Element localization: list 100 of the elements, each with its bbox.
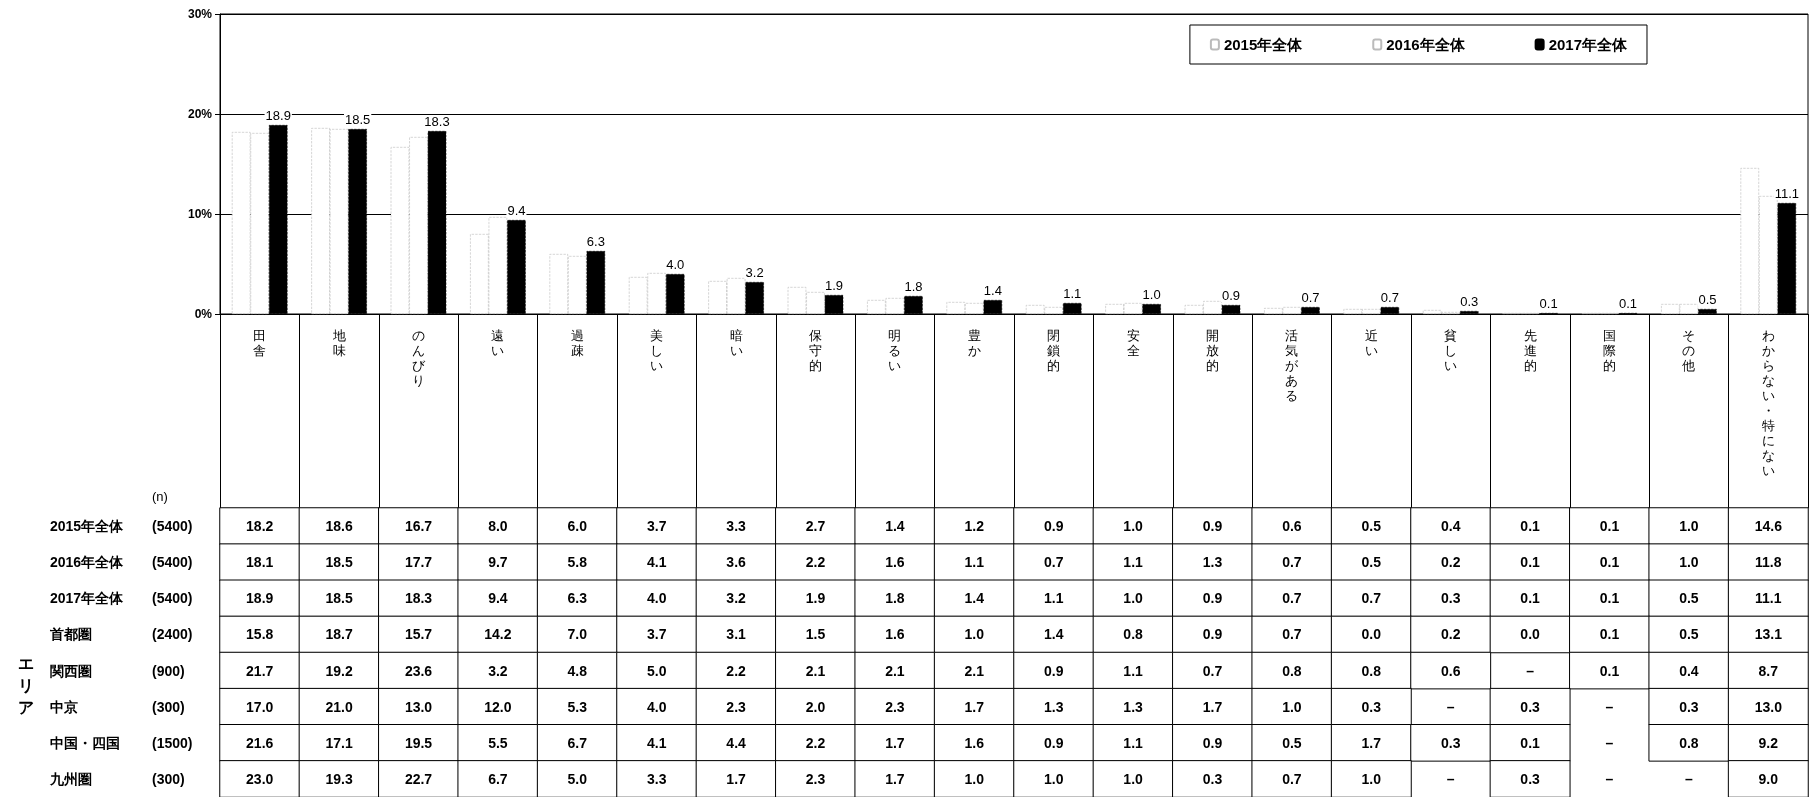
x-tick-label: 活気がある	[1285, 328, 1300, 403]
data-label: 19.2	[325, 662, 353, 679]
data-label: 19.5	[404, 734, 433, 751]
data-label: 23.6	[404, 662, 433, 679]
y-tick-label: 2016年全体	[50, 554, 125, 571]
data-label: 0.6	[1282, 518, 1302, 535]
data-label: 2.1	[805, 662, 826, 679]
data-label: 5.8	[567, 554, 588, 571]
data-label: 0.3	[1440, 734, 1461, 751]
text: –	[1685, 770, 1693, 787]
data-label: 6.0	[567, 518, 588, 535]
y2-tick-label: (900)	[152, 662, 185, 679]
data-label: 3.3	[726, 518, 747, 535]
data-label: 0.8	[1679, 734, 1699, 751]
y2-tick-label: (2400)	[152, 626, 193, 643]
data-label: 0.3	[1520, 770, 1541, 787]
data-label: 1.1	[1123, 662, 1144, 679]
data-label: 0.1	[1520, 590, 1541, 607]
data-label: 2.7	[805, 518, 826, 535]
data-label: 0.7	[1301, 290, 1320, 305]
data-label: 1.0	[1361, 770, 1382, 787]
data-label: 0.9	[1202, 734, 1223, 751]
data-label: 0.3	[1361, 698, 1382, 715]
data-label: 11.8	[1755, 554, 1782, 571]
data-label: 2.2	[726, 662, 747, 679]
data-label: 18.2	[246, 518, 274, 535]
category-label: わからない・特にない	[1761, 328, 1775, 478]
data-label: 0.8	[1282, 662, 1302, 679]
data-label: 1.2	[964, 518, 985, 535]
data-label: 0.0	[1520, 626, 1541, 643]
data-label: 13.1	[1754, 626, 1783, 643]
y-tick-label: 2017年全体	[50, 590, 125, 607]
data-label: 8.7	[1758, 662, 1779, 679]
data-label: 0.3	[1440, 590, 1461, 607]
data-label: 0.2	[1440, 626, 1461, 643]
data-label: 1.3	[1202, 554, 1223, 571]
data-label: 4.0	[666, 257, 685, 272]
data-label: 1.0	[1679, 518, 1699, 535]
data-label: 0.5	[1282, 734, 1302, 751]
data-label: 17.7	[404, 554, 433, 571]
data-label: 6.7	[488, 770, 508, 787]
data-label: 21.0	[325, 698, 353, 715]
y-tick-label: 中京	[50, 698, 78, 715]
data-label: 18.3	[424, 114, 450, 129]
data-label: 0.1	[1618, 296, 1638, 311]
data-label: 6.3	[586, 234, 605, 249]
data-label: 9.2	[1758, 734, 1779, 751]
y-tick-label: 30%	[187, 7, 213, 21]
data-label: 2.3	[805, 770, 826, 787]
data-label: 1.7	[885, 734, 905, 751]
data-label: 1.6	[885, 626, 905, 643]
x-tick-label: 田舎	[253, 328, 267, 358]
data-label: 1.3	[1123, 698, 1144, 715]
data-label: 1.0	[1679, 554, 1699, 571]
data-label: 15.7	[404, 626, 433, 643]
x-tick-label: 明るい	[888, 328, 902, 373]
x-tick-label: 開放的	[1206, 328, 1219, 373]
data-label: 1.6	[964, 734, 985, 751]
data-label: 22.7	[404, 770, 433, 787]
data-label: 9.4	[488, 590, 508, 607]
data-label: 0.1	[1520, 554, 1541, 571]
text: –	[1605, 698, 1614, 715]
data-label: 0.1	[1599, 626, 1620, 643]
x-tick-label: 近い	[1364, 328, 1378, 358]
data-label: 0.1	[1599, 518, 1620, 535]
data-label: 17.1	[325, 734, 353, 751]
data-label: 0.5	[1679, 626, 1699, 643]
data-label: 0.7	[1043, 554, 1064, 571]
data-label: 0.8	[1123, 626, 1144, 643]
y-tick-label: 首都圏	[49, 626, 92, 643]
data-label: 0.4	[1679, 662, 1699, 679]
data-label: 18.9	[246, 590, 274, 607]
data-label: 2.2	[805, 734, 826, 751]
data-label: 3.6	[726, 554, 747, 571]
data-label: 16.7	[404, 518, 433, 535]
data-label: 1.7	[964, 698, 985, 715]
data-label: 18.5	[344, 112, 371, 127]
data-label: 1.1	[1123, 554, 1144, 571]
x-tick-label: 国際的	[1603, 328, 1616, 373]
data-label: 15.8	[246, 626, 274, 643]
x-tick-label: 豊か	[967, 328, 981, 358]
data-label: 1.0	[1123, 518, 1144, 535]
data-label: 12.0	[484, 698, 512, 715]
data-label: 1.7	[885, 770, 905, 787]
data-label: 2.1	[885, 662, 905, 679]
data-label: 1.0	[1282, 698, 1302, 715]
data-label: 1.7	[1361, 734, 1382, 751]
x-tick-label: その他	[1682, 328, 1696, 373]
y2-tick-label: (5400)	[152, 590, 193, 607]
text: –	[1446, 770, 1455, 787]
data-label: 1.0	[964, 770, 985, 787]
data-label: 0.7	[1282, 554, 1302, 571]
data-label: 1.8	[885, 590, 905, 607]
data-label: 3.2	[488, 662, 508, 679]
data-label: 1.3	[1043, 698, 1064, 715]
data-label: 4.4	[726, 734, 747, 751]
data-label: 0.7	[1202, 662, 1223, 679]
data-label: 0.1	[1599, 662, 1620, 679]
data-label: 14.2	[484, 626, 512, 643]
data-label: 2.2	[805, 554, 826, 571]
